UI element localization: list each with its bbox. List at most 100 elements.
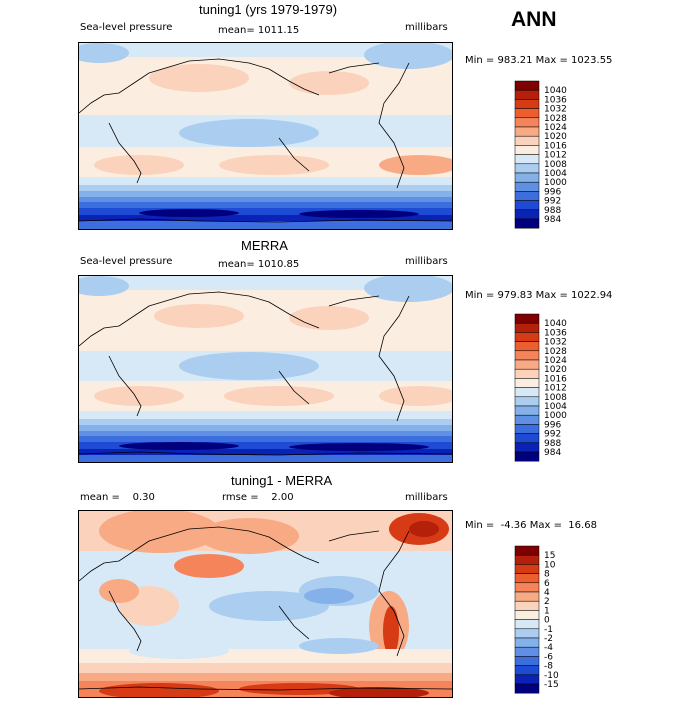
colorbar-tick-label: 2 xyxy=(544,597,550,607)
colorbar-swatch xyxy=(514,108,540,119)
colorbar-tick-label: 1008 xyxy=(544,393,567,403)
colorbar-swatch xyxy=(514,591,540,602)
colorbar-swatch xyxy=(514,619,540,630)
panel3-colorbar: 15 10 8 6 4 2 1 0 -1 -2 -4 -6 -8 -10 -15 xyxy=(514,545,594,701)
colorbar-swatch xyxy=(514,414,540,425)
colorbar-swatch xyxy=(514,610,540,620)
colorbar-swatch xyxy=(514,117,540,128)
colorbar-swatch xyxy=(514,637,540,648)
colorbar-tick-label: 996 xyxy=(544,187,561,197)
colorbar-tick-label: -2 xyxy=(544,634,553,644)
colorbar-swatch xyxy=(514,154,540,165)
colorbar-tick-label: 1020 xyxy=(544,132,567,142)
panel1-units-label: millibars xyxy=(405,22,448,33)
panel2-mean-label: mean= 1010.85 xyxy=(218,259,300,270)
colorbar-tick-label: 1 xyxy=(544,606,550,616)
panel2-variable-label: Sea-level pressure xyxy=(80,256,173,267)
panel3-map xyxy=(78,510,453,698)
colorbar-tick-label: 996 xyxy=(544,420,561,430)
panel1-variable-label: Sea-level pressure xyxy=(80,22,173,33)
colorbar-swatch xyxy=(514,600,540,611)
panel2-colorbar: 1040 1036 1032 1028 1024 1020 1016 1012 1008 1004… xyxy=(514,313,594,469)
colorbar-swatch xyxy=(514,396,540,407)
colorbar-tick-label: 1028 xyxy=(544,114,567,124)
panel1-title: tuning1 (yrs 1979-1979) xyxy=(199,2,338,17)
colorbar-tick-label: 1036 xyxy=(544,95,567,105)
panel3-minmax: Min = -4.36 Max = 16.68 xyxy=(465,520,597,531)
colorbar-swatch xyxy=(514,564,540,574)
colorbar-tick-label: 1040 xyxy=(544,319,567,329)
colorbar-swatch xyxy=(514,656,540,666)
colorbar-tick-label: 1032 xyxy=(544,338,567,348)
panel2-map xyxy=(78,275,453,463)
colorbar-tick-label: 1032 xyxy=(544,105,567,115)
colorbar-tick-label: -15 xyxy=(544,680,559,690)
panel3-units-label: millibars xyxy=(405,492,448,503)
colorbar-tick-label: 10 xyxy=(544,560,556,570)
panel1-mean-label: mean= 1011.15 xyxy=(218,25,300,36)
colorbar-tick-label: 988 xyxy=(544,439,561,449)
colorbar-swatch xyxy=(514,573,540,584)
colorbar-tick-label: -1 xyxy=(544,625,553,635)
colorbar-tick-label: 1028 xyxy=(544,347,567,357)
colorbar-tick-label: 1024 xyxy=(544,356,567,366)
colorbar-swatch xyxy=(514,683,540,694)
colorbar-tick-label: 1016 xyxy=(544,374,567,384)
panel3-rmse-label: rmse = 2.00 xyxy=(222,492,294,503)
colorbar-swatch xyxy=(514,135,540,146)
colorbar-swatch xyxy=(514,674,540,685)
colorbar-tick-label: -10 xyxy=(544,671,559,681)
colorbar-tick-label: 992 xyxy=(544,430,561,440)
colorbar-swatch xyxy=(514,145,540,155)
colorbar-swatch xyxy=(514,313,540,324)
colorbar-tick-label: 1012 xyxy=(544,384,567,394)
colorbar-tick-label: 0 xyxy=(544,616,550,626)
colorbar-tick-label: -8 xyxy=(544,662,553,672)
colorbar-swatch xyxy=(514,172,540,183)
colorbar-swatch xyxy=(514,163,540,174)
panel1-colorbar: 1040 1036 1032 1028 1024 1020 1016 1012 1008 1004… xyxy=(514,80,594,236)
colorbar-tick-label: 1008 xyxy=(544,160,567,170)
panel1-map xyxy=(78,42,453,230)
colorbar-tick-label: 1004 xyxy=(544,402,567,412)
colorbar-swatch xyxy=(514,424,540,434)
colorbar-tick-label: 1000 xyxy=(544,178,567,188)
colorbar-swatch xyxy=(514,126,540,137)
colorbar-swatch xyxy=(514,99,540,109)
colorbar-swatch xyxy=(514,628,540,639)
colorbar-tick-label: 1012 xyxy=(544,151,567,161)
season-label: ANN xyxy=(511,8,557,31)
colorbar-swatch xyxy=(514,368,540,379)
colorbar-tick-label: 6 xyxy=(544,579,550,589)
panel3-title: tuning1 - MERRA xyxy=(231,473,333,488)
panel3-mean-label: mean = 0.30 xyxy=(80,492,155,503)
colorbar-tick-label: 1016 xyxy=(544,141,567,151)
colorbar-swatch xyxy=(514,405,540,416)
colorbar-tick-label: 992 xyxy=(544,197,561,207)
colorbar-tick-label: 1020 xyxy=(544,365,567,375)
colorbar-swatch xyxy=(514,359,540,370)
colorbar-swatch xyxy=(514,332,540,342)
panel2-units-label: millibars xyxy=(405,256,448,267)
colorbar-tick-label: 1004 xyxy=(544,169,567,179)
colorbar-swatch xyxy=(514,545,540,556)
colorbar-swatch xyxy=(514,89,540,100)
colorbar-tick-label: -4 xyxy=(544,643,553,653)
colorbar-tick-label: 1024 xyxy=(544,123,567,133)
colorbar-tick-label: 8 xyxy=(544,570,550,580)
colorbar-swatch xyxy=(514,209,540,220)
colorbar-tick-label: 984 xyxy=(544,448,561,458)
colorbar-swatch xyxy=(514,451,540,462)
panel1-colorbar-svg: 1040103610321028102410201016101210081004… xyxy=(514,80,567,229)
colorbar-tick-label: 984 xyxy=(544,215,561,225)
colorbar-tick-label: -6 xyxy=(544,652,553,662)
colorbar-swatch xyxy=(514,442,540,453)
colorbar-swatch xyxy=(514,322,540,333)
colorbar-swatch xyxy=(514,341,540,352)
colorbar-tick-label: 1040 xyxy=(544,86,567,96)
colorbar-swatch xyxy=(514,646,540,657)
colorbar-tick-label: 988 xyxy=(544,206,561,216)
colorbar-swatch xyxy=(514,191,540,201)
colorbar-swatch xyxy=(514,350,540,361)
